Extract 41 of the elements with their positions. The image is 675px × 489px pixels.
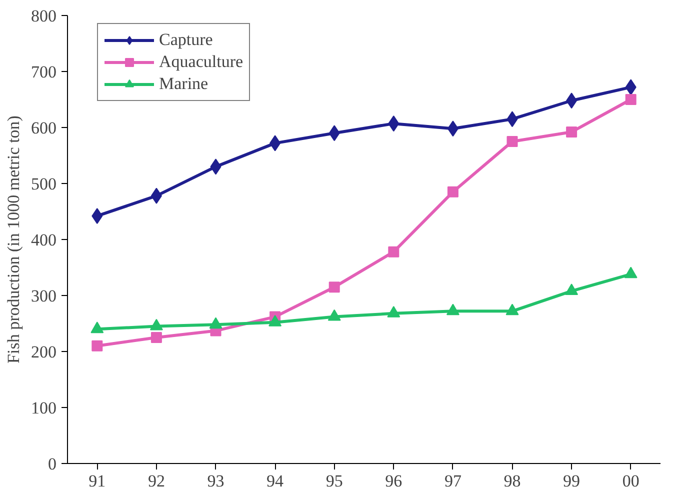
y-axis-title: Fish production (in 1000 metric ton)	[4, 116, 23, 364]
point	[90, 322, 104, 334]
point	[150, 318, 163, 330]
y-tick-label: 600	[31, 118, 56, 138]
x-tick-label: 94	[266, 472, 284, 489]
point	[328, 309, 341, 321]
y-tick-label: 700	[31, 62, 56, 82]
x-tick-label: 95	[326, 472, 343, 489]
point	[150, 332, 162, 343]
point	[625, 94, 636, 105]
y-tick-label: 500	[31, 174, 56, 194]
point	[388, 246, 400, 258]
point	[92, 340, 103, 352]
point	[328, 282, 340, 293]
x-tick-label: 92	[148, 472, 165, 489]
x-tick-label: 93	[207, 472, 224, 489]
point	[506, 136, 518, 147]
point	[624, 266, 638, 278]
point	[506, 304, 519, 316]
y-tick-label: 100	[31, 398, 56, 418]
point	[268, 314, 282, 326]
x-tick-label: 96	[385, 472, 402, 489]
point	[447, 186, 458, 198]
point	[565, 284, 578, 295]
x-tick-label: 97	[444, 472, 462, 489]
point	[446, 304, 460, 316]
x-tick-label: 98	[504, 472, 521, 489]
point	[566, 126, 578, 138]
y-tick-label: 0	[48, 454, 56, 474]
x-tick-label: 99	[563, 472, 580, 489]
legend-label: Aquaculture	[159, 52, 244, 72]
legend-label: Capture	[159, 30, 213, 50]
x-tick-label: 91	[88, 472, 106, 489]
x-tick-label: 00	[622, 472, 640, 489]
legend-label: Marine	[159, 74, 208, 94]
y-tick-label: 400	[31, 230, 56, 250]
point	[387, 306, 400, 318]
y-tick-label: 300	[31, 286, 56, 306]
point	[209, 317, 222, 329]
y-tick-label: 800	[31, 6, 56, 26]
y-tick-label: 200	[31, 342, 56, 362]
